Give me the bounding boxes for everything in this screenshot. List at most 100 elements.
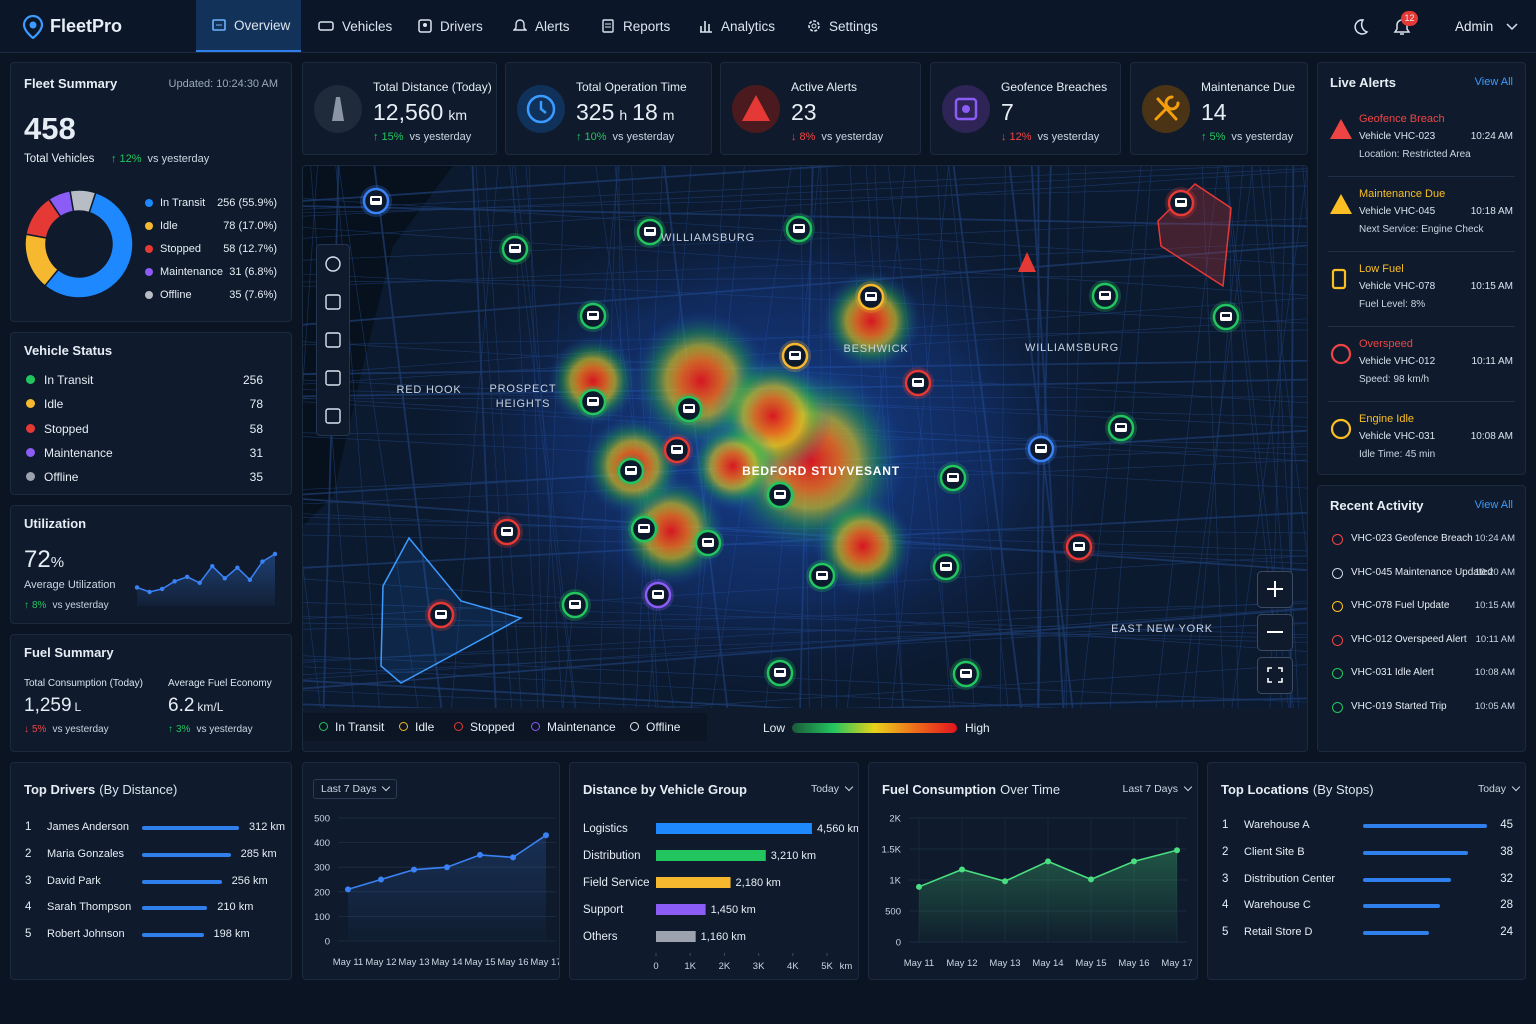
vehicle-marker[interactable]: [360, 185, 392, 217]
vehicle-marker[interactable]: [661, 434, 693, 466]
sparkline-point: [184, 574, 190, 579]
metric-value: 1,259 L: [24, 695, 81, 717]
vehicle-marker[interactable]: [634, 216, 666, 248]
vehicle-marker[interactable]: [491, 516, 523, 548]
alert-title: Low Fuel: [1359, 263, 1404, 275]
zoom-button[interactable]: [1257, 657, 1293, 694]
activity-time: 10:05 AM: [1474, 701, 1515, 712]
vehicle-marker[interactable]: [1089, 280, 1121, 312]
value-label: 45: [1500, 819, 1513, 831]
nav-tab[interactable]: Vehicles: [302, 0, 392, 52]
legend-value: 78 (17.0%): [223, 220, 277, 232]
nav-tab[interactable]: Alerts: [497, 0, 570, 52]
logo-icon: [22, 15, 44, 39]
sparkline-point: [159, 586, 165, 592]
map-tool-button[interactable]: [317, 283, 349, 321]
vehicle-marker[interactable]: [642, 579, 674, 611]
vehicle-marker[interactable]: [1210, 301, 1242, 333]
notification-badge: 12: [1401, 11, 1418, 26]
vehicle-marker[interactable]: [764, 479, 796, 511]
user-menu[interactable]: Admin: [1455, 19, 1494, 34]
vehicle-marker[interactable]: [937, 462, 969, 494]
vehicle-marker[interactable]: [673, 393, 705, 425]
row-label: Client Site B: [1244, 845, 1305, 858]
vehicle-marker[interactable]: [764, 657, 796, 689]
sparkline-point: [172, 579, 177, 584]
street: [1268, 166, 1299, 708]
theme-toggle[interactable]: [1351, 18, 1369, 36]
vehicle-marker[interactable]: [615, 455, 647, 487]
nav-tab[interactable]: Settings: [791, 0, 878, 52]
scale-high: High: [965, 721, 990, 735]
row-label: David Park: [47, 874, 101, 887]
icon: [1330, 119, 1352, 139]
vehicle-status-panel: Vehicle Status In Transit 256 Idle 78 Stopped…: [10, 332, 292, 495]
vehicle-marker[interactable]: [692, 527, 724, 559]
vehicle-marker[interactable]: [577, 300, 609, 332]
bar: [1363, 931, 1430, 936]
filter-dropdown[interactable]: Today: [811, 783, 852, 795]
title-sub: Over Time: [1000, 782, 1061, 797]
line-chart: 0 100 200 300 400 500 May 11 May 12 May 13 May 14…: [314, 814, 559, 969]
legend-dot: [145, 222, 153, 230]
change-value: 5%: [24, 724, 46, 735]
map-tool-button[interactable]: [317, 359, 349, 397]
vehicle-marker[interactable]: [499, 233, 531, 265]
vehicle-marker[interactable]: [950, 658, 982, 690]
vehicle-marker[interactable]: [1025, 433, 1057, 465]
marker-window: [372, 198, 380, 201]
bar: [142, 906, 208, 911]
legend-ring: [630, 722, 639, 731]
nav-tab[interactable]: Analytics: [683, 0, 775, 52]
value-label: 2,180 km: [736, 877, 781, 889]
zoom-button[interactable]: [1257, 571, 1293, 608]
filter-dropdown[interactable]: Today: [1478, 783, 1519, 795]
change-note: vs yesterday: [196, 724, 253, 735]
sparkline-point: [197, 580, 202, 586]
utilization-panel: Utilization 72% Average Utilization 8% vs ye…: [10, 505, 292, 624]
bar: [1363, 904, 1441, 909]
change-note: vs yesterday: [409, 131, 472, 143]
vehicle-marker[interactable]: [1165, 187, 1197, 219]
legend-label: Stopped: [160, 243, 201, 255]
vehicle-marker[interactable]: [1105, 412, 1137, 444]
legend-dot: [145, 291, 153, 299]
divider: [1328, 176, 1515, 177]
icon: [1330, 194, 1352, 214]
alert-detail: Idle Time: 45 min: [1359, 449, 1436, 460]
vehicle-marker[interactable]: [806, 560, 838, 592]
bar: [656, 823, 812, 834]
fuel-summary-panel: Fuel Summary Total Consumption (Today) 1,2…: [10, 634, 292, 752]
value: 14: [1201, 99, 1227, 125]
street: [1231, 169, 1307, 708]
filter-dropdown[interactable]: Last 7 Days: [1123, 783, 1191, 795]
zoom-button[interactable]: [1257, 614, 1293, 651]
view-all-link[interactable]: View All: [1474, 76, 1513, 88]
marker-window: [654, 592, 662, 595]
rank: 5: [1222, 926, 1229, 939]
map-tool-button[interactable]: [317, 321, 349, 359]
nav-tab[interactable]: Overview: [196, 0, 301, 52]
vehicle-marker[interactable]: [628, 513, 660, 545]
vehicle-marker[interactable]: [930, 551, 962, 583]
vehicle-marker[interactable]: [783, 213, 815, 245]
nav-tab[interactable]: Reports: [585, 0, 670, 52]
x-tick-label: May 11: [333, 957, 363, 968]
map-tool-button[interactable]: [317, 397, 349, 435]
vehicle-marker[interactable]: [577, 386, 609, 418]
view-all-link[interactable]: View All: [1474, 499, 1513, 511]
unit: m: [662, 107, 675, 123]
vehicle-marker[interactable]: [1063, 531, 1095, 563]
filter-dropdown[interactable]: Last 7 Days: [313, 779, 398, 799]
sparkline-point: [235, 565, 240, 570]
status-dot: [26, 472, 35, 482]
vehicle-marker[interactable]: [902, 367, 934, 399]
nav-tab[interactable]: Drivers: [402, 0, 483, 52]
vehicle-marker[interactable]: [855, 281, 887, 313]
vehicle-marker[interactable]: [425, 599, 457, 631]
vehicle-marker[interactable]: [779, 340, 811, 372]
value: 7: [1001, 99, 1014, 125]
vehicle-marker[interactable]: [559, 589, 591, 621]
marker-window: [1101, 293, 1109, 296]
map-tool-button[interactable]: [317, 245, 349, 283]
